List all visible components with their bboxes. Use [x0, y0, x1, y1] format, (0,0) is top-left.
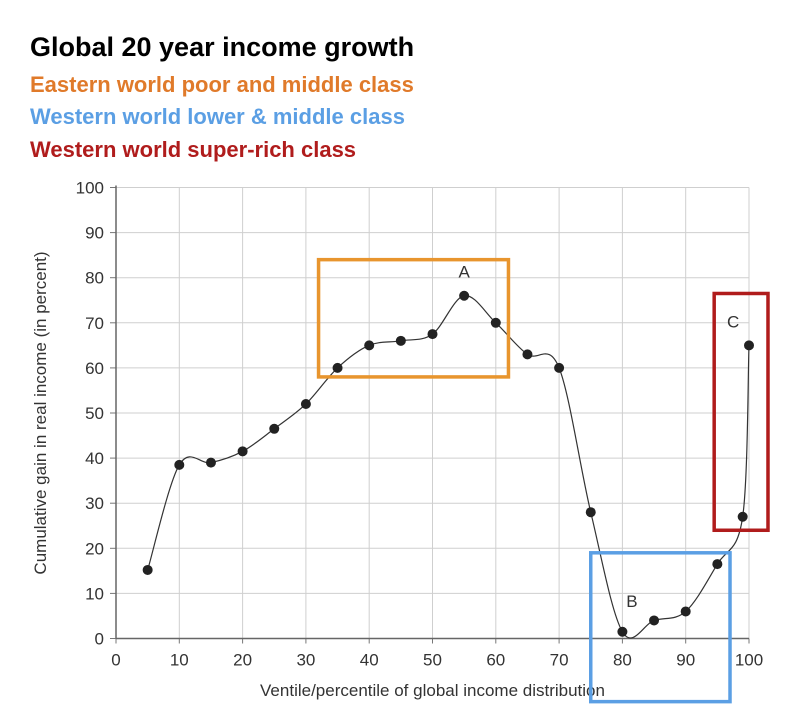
y-tick-label: 60	[85, 359, 104, 378]
y-tick-label: 10	[85, 584, 104, 603]
data-point	[427, 329, 438, 340]
highlight-box-western-rich	[712, 291, 770, 533]
data-point	[712, 559, 723, 570]
data-point	[332, 362, 343, 373]
annotation-b: B	[626, 592, 637, 611]
data-point	[142, 564, 153, 575]
y-tick-label: 90	[85, 224, 104, 243]
data-point	[174, 459, 185, 470]
data-point	[364, 340, 375, 351]
y-tick-label: 70	[85, 314, 104, 333]
y-tick-label: 50	[85, 404, 104, 423]
x-axis-label: Ventile/percentile of global income dist…	[260, 681, 605, 700]
data-point	[522, 349, 533, 360]
data-point	[737, 511, 748, 522]
series-line	[147, 295, 750, 639]
data-point	[554, 362, 565, 373]
x-tick-label: 70	[550, 651, 569, 670]
x-tick-label: 80	[613, 651, 632, 670]
highlight-box-western-middle	[589, 551, 732, 704]
data-point	[490, 317, 501, 328]
x-tick-label: 0	[111, 651, 120, 670]
data-point	[269, 423, 280, 434]
highlight-box-eastern	[316, 257, 511, 379]
x-tick-label: 90	[676, 651, 695, 670]
data-point	[300, 398, 311, 409]
y-axis-label: Cumulative gain in real income (in perce…	[31, 251, 50, 574]
y-tick-label: 0	[95, 630, 104, 649]
subtitle-eastern: Eastern world poor and middle class	[30, 72, 414, 97]
y-tick-label: 20	[85, 539, 104, 558]
x-tick-label: 60	[486, 651, 505, 670]
x-tick-label: 40	[360, 651, 379, 670]
data-point	[395, 335, 406, 346]
data-point	[680, 606, 691, 617]
data-point	[459, 290, 470, 301]
data-point	[744, 340, 754, 351]
data-point	[205, 457, 216, 468]
annotation-a: A	[458, 263, 470, 282]
x-tick-label: 100	[735, 651, 763, 670]
data-point	[237, 446, 248, 457]
y-tick-label: 30	[85, 494, 104, 513]
x-tick-label: 50	[423, 651, 442, 670]
y-tick-label: 40	[85, 449, 104, 468]
data-point	[649, 615, 660, 626]
y-tick-label: 80	[85, 269, 104, 288]
x-tick-label: 10	[170, 651, 189, 670]
data-point	[617, 626, 628, 637]
x-tick-label: 20	[233, 651, 252, 670]
x-tick-label: 30	[296, 651, 315, 670]
subtitle-western-middle: Western world lower & middle class	[30, 104, 405, 129]
annotation-c: C	[727, 312, 739, 331]
y-tick-label: 100	[76, 179, 104, 198]
chart-title: Global 20 year income growth	[30, 32, 415, 62]
subtitle-western-rich: Western world super-rich class	[30, 137, 357, 162]
data-point	[585, 507, 596, 518]
